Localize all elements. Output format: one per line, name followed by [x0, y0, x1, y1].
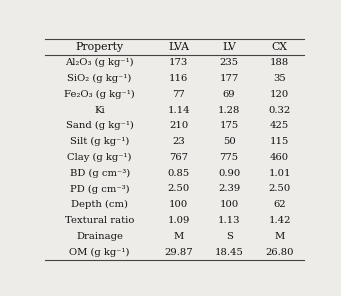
Text: 116: 116: [169, 74, 188, 83]
Text: 18.45: 18.45: [215, 248, 243, 257]
Text: 177: 177: [220, 74, 239, 83]
Text: 0.90: 0.90: [218, 169, 240, 178]
Text: Textural ratio: Textural ratio: [65, 216, 134, 225]
Text: 425: 425: [270, 121, 289, 130]
Text: 210: 210: [169, 121, 188, 130]
Text: 120: 120: [270, 90, 289, 99]
Text: 23: 23: [172, 137, 185, 146]
Text: Clay (g kg⁻¹): Clay (g kg⁻¹): [68, 153, 132, 162]
Text: 1.01: 1.01: [268, 169, 291, 178]
Text: 2.50: 2.50: [268, 184, 291, 194]
Text: Sand (g kg⁻¹): Sand (g kg⁻¹): [66, 121, 134, 130]
Text: 0.32: 0.32: [268, 105, 291, 115]
Text: M: M: [275, 232, 285, 241]
Text: 460: 460: [270, 153, 289, 162]
Text: 175: 175: [220, 121, 239, 130]
Text: 29.87: 29.87: [164, 248, 193, 257]
Text: 235: 235: [220, 58, 239, 67]
Text: CX: CX: [272, 42, 288, 52]
Text: Al₂O₃ (g kg⁻¹): Al₂O₃ (g kg⁻¹): [65, 58, 134, 67]
Text: 0.85: 0.85: [167, 169, 190, 178]
Text: OM (g kg⁻¹): OM (g kg⁻¹): [70, 247, 130, 257]
Text: LVA: LVA: [168, 42, 189, 52]
Text: Property: Property: [76, 42, 124, 52]
Text: 2.50: 2.50: [167, 184, 190, 194]
Text: PD (g cm⁻³): PD (g cm⁻³): [70, 184, 130, 194]
Text: 26.80: 26.80: [265, 248, 294, 257]
Text: Ki: Ki: [94, 105, 105, 115]
Text: 50: 50: [223, 137, 236, 146]
Text: 1.09: 1.09: [167, 216, 190, 225]
Text: 115: 115: [270, 137, 290, 146]
Text: LV: LV: [222, 42, 236, 52]
Text: Silt (g kg⁻¹): Silt (g kg⁻¹): [70, 137, 129, 146]
Text: 100: 100: [169, 200, 188, 209]
Text: 100: 100: [220, 200, 239, 209]
Text: Drainage: Drainage: [76, 232, 123, 241]
Text: 62: 62: [273, 200, 286, 209]
Text: 35: 35: [273, 74, 286, 83]
Text: 1.13: 1.13: [218, 216, 240, 225]
Text: 69: 69: [223, 90, 236, 99]
Text: Fe₂O₃ (g kg⁻¹): Fe₂O₃ (g kg⁻¹): [64, 90, 135, 99]
Text: 1.14: 1.14: [167, 105, 190, 115]
Text: M: M: [174, 232, 184, 241]
Text: Depth (cm): Depth (cm): [71, 200, 128, 209]
Text: 1.42: 1.42: [268, 216, 291, 225]
Text: 77: 77: [172, 90, 185, 99]
Text: BD (g cm⁻³): BD (g cm⁻³): [70, 169, 130, 178]
Text: S: S: [226, 232, 233, 241]
Text: SiO₂ (g kg⁻¹): SiO₂ (g kg⁻¹): [68, 74, 132, 83]
Text: 188: 188: [270, 58, 289, 67]
Text: 2.39: 2.39: [218, 184, 240, 194]
Text: 767: 767: [169, 153, 188, 162]
Text: 173: 173: [169, 58, 188, 67]
Text: 1.28: 1.28: [218, 105, 240, 115]
Text: 775: 775: [220, 153, 239, 162]
